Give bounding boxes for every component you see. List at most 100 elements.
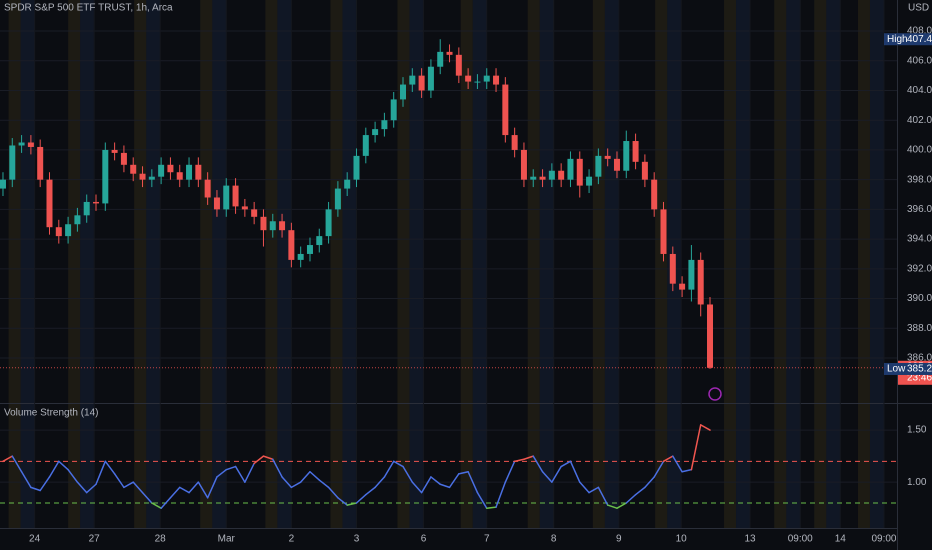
premarket-band xyxy=(869,0,884,528)
event-icon[interactable] xyxy=(708,387,722,401)
y-tick-label: 396.00 xyxy=(907,204,932,215)
low-tag xyxy=(884,362,932,375)
indicator-segment xyxy=(653,460,665,478)
indicator-segment xyxy=(262,455,274,460)
session-bands xyxy=(8,0,884,528)
candle-body xyxy=(688,259,695,290)
afterhours-band xyxy=(68,0,81,528)
x-tick-label: 28 xyxy=(155,534,167,545)
indicator-segment xyxy=(67,468,79,483)
indicator-segment xyxy=(48,460,60,478)
premarket-band xyxy=(342,0,357,528)
high-tag-value: 407.45 xyxy=(907,34,932,45)
candle-body xyxy=(139,173,146,180)
candle-body xyxy=(55,227,62,237)
candle-body xyxy=(511,135,518,150)
y-tick-label: 398.00 xyxy=(907,174,932,185)
candle-body xyxy=(297,253,304,260)
candle-body xyxy=(539,176,546,180)
candle-body xyxy=(167,164,174,173)
high-tag-label: High xyxy=(887,34,908,45)
indicator-title: Volume Strength (14) xyxy=(4,408,99,419)
y-tick-label: 386.00 xyxy=(907,353,932,364)
indicator-segment xyxy=(281,476,293,489)
low-tag-value: 385.26 xyxy=(907,364,932,375)
indicator-segment xyxy=(299,471,311,483)
indicator-segment xyxy=(513,458,525,463)
x-tick-label: 3 xyxy=(354,534,360,545)
candle-body xyxy=(604,155,611,159)
x-tick-label: 27 xyxy=(89,534,101,545)
indicator-segment xyxy=(616,502,628,509)
candle-body xyxy=(372,129,379,136)
x-tick-label: 8 xyxy=(551,534,557,545)
candle-body xyxy=(251,209,258,217)
indicator-segment xyxy=(365,486,376,496)
indicator-segment xyxy=(76,481,88,494)
candle-body xyxy=(502,84,509,136)
y-tick-label: 1.50 xyxy=(907,425,927,436)
candle-body xyxy=(567,158,574,180)
indicator-segment xyxy=(151,502,162,509)
premarket-band xyxy=(826,0,841,528)
indicator-segment xyxy=(113,473,125,489)
candle-body xyxy=(74,215,81,225)
indicator-segment xyxy=(681,468,693,473)
candle-body xyxy=(362,135,369,156)
premarket-band xyxy=(277,0,292,528)
indicator-segment xyxy=(178,486,190,494)
indicator-segment xyxy=(448,473,460,489)
indicator-segment xyxy=(672,455,683,473)
premarket-band xyxy=(604,0,619,528)
candle-body xyxy=(130,164,137,174)
premarket-band xyxy=(20,0,35,528)
indicator-segment xyxy=(141,491,153,504)
indicator-segment xyxy=(392,460,404,468)
indicator-segment xyxy=(169,486,181,499)
afterhours-band xyxy=(460,0,473,528)
afterhours-band xyxy=(200,0,213,528)
currency: USD xyxy=(908,3,929,14)
indicator-segment xyxy=(272,458,283,478)
premarket-band xyxy=(80,0,95,528)
candle-body xyxy=(455,54,462,76)
y-tick-label: 406.00 xyxy=(907,55,932,66)
afterhours-band xyxy=(774,0,787,528)
indicator-segment xyxy=(95,460,107,485)
premarket-band xyxy=(786,0,801,528)
premarket-band xyxy=(146,0,161,528)
indicator-segment xyxy=(290,481,302,489)
indicator-segment xyxy=(467,471,479,494)
y-tick-label: 390.00 xyxy=(907,293,932,304)
indicator-segment xyxy=(197,481,209,499)
indicator-segment xyxy=(309,471,321,481)
candle-body xyxy=(186,164,193,180)
y-tick-label: 1.00 xyxy=(907,477,927,488)
candle-body xyxy=(46,179,53,228)
candle-body xyxy=(548,170,555,180)
indicator-segment xyxy=(234,465,246,483)
indicator-segment xyxy=(588,486,600,494)
indicator-segment xyxy=(327,486,339,499)
indicator-segment xyxy=(532,455,544,473)
candle-body xyxy=(651,179,658,210)
indicator-segment xyxy=(560,460,572,468)
y-tick-label: 400.00 xyxy=(907,145,932,156)
afterhours-band xyxy=(655,0,668,528)
indicator-segment xyxy=(160,497,172,509)
indicator-segment xyxy=(662,455,674,463)
candle-body xyxy=(18,142,25,146)
y-tick-label: 404.00 xyxy=(907,85,932,96)
indicator-segment xyxy=(104,460,116,475)
candle-body xyxy=(111,149,118,153)
indicator-segment xyxy=(383,460,395,478)
premarket-band xyxy=(472,0,487,528)
candle-body xyxy=(213,197,220,210)
countdown-label: 23:46 xyxy=(907,372,932,383)
candle-body xyxy=(418,75,425,91)
candle-body xyxy=(325,209,332,237)
candle-body xyxy=(102,149,109,204)
candle-body xyxy=(232,185,239,207)
y-tick-label: 394.00 xyxy=(907,234,932,245)
indicator-segment xyxy=(485,506,497,509)
